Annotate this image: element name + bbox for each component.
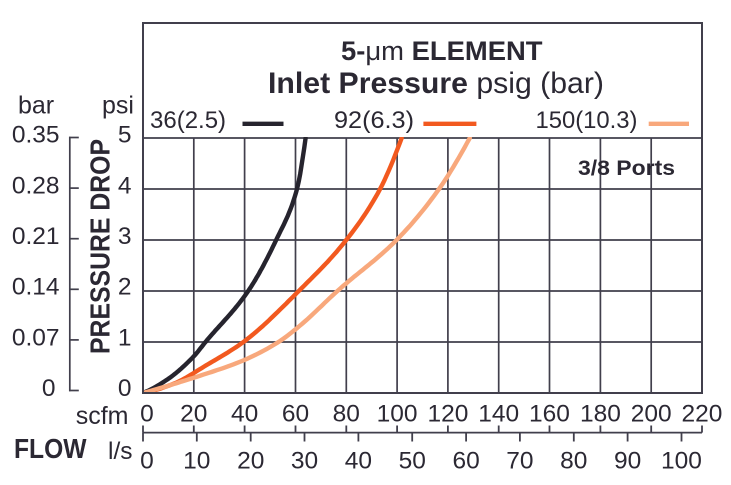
svg-text:80: 80 xyxy=(560,447,587,474)
svg-text:2: 2 xyxy=(118,274,132,301)
svg-text:90: 90 xyxy=(614,447,641,474)
svg-text:Inlet Pressure psig (bar): Inlet Pressure psig (bar) xyxy=(268,67,604,100)
svg-text:psi: psi xyxy=(102,92,134,120)
svg-text:0.21: 0.21 xyxy=(12,223,60,250)
svg-text:100: 100 xyxy=(661,447,702,474)
svg-text:160: 160 xyxy=(529,401,570,428)
svg-text:92(6.3): 92(6.3) xyxy=(334,107,414,134)
svg-text:60: 60 xyxy=(282,401,309,428)
svg-text:1: 1 xyxy=(118,324,132,351)
svg-text:30: 30 xyxy=(291,447,318,474)
svg-text:5-μm ELEMENT: 5-μm ELEMENT xyxy=(341,36,543,66)
svg-text:20: 20 xyxy=(237,447,264,474)
svg-text:0.07: 0.07 xyxy=(12,324,60,351)
svg-text:0: 0 xyxy=(42,375,56,402)
svg-text:100: 100 xyxy=(377,401,418,428)
svg-text:0: 0 xyxy=(118,375,132,402)
svg-text:40: 40 xyxy=(231,401,258,428)
svg-text:40: 40 xyxy=(345,447,372,474)
svg-text:3: 3 xyxy=(118,223,132,250)
svg-text:FLOW: FLOW xyxy=(14,433,87,464)
svg-text:0.28: 0.28 xyxy=(12,172,60,199)
svg-text:150(10.3): 150(10.3) xyxy=(536,107,638,134)
svg-text:120: 120 xyxy=(427,401,468,428)
svg-text:50: 50 xyxy=(399,447,426,474)
svg-text:180: 180 xyxy=(580,401,621,428)
svg-text:200: 200 xyxy=(631,401,672,428)
svg-text:60: 60 xyxy=(452,447,479,474)
svg-text:l/s: l/s xyxy=(108,438,133,465)
svg-text:scfm: scfm xyxy=(76,402,129,430)
svg-text:20: 20 xyxy=(180,401,207,428)
svg-text:80: 80 xyxy=(333,401,360,428)
svg-text:0: 0 xyxy=(140,447,154,474)
svg-text:36(2.5): 36(2.5) xyxy=(150,107,226,134)
svg-text:3/8 Ports: 3/8 Ports xyxy=(578,157,675,180)
svg-text:PRESSURE DROP: PRESSURE DROP xyxy=(85,139,116,354)
svg-text:10: 10 xyxy=(183,447,210,474)
svg-text:5: 5 xyxy=(118,122,132,149)
svg-text:4: 4 xyxy=(118,172,132,199)
svg-text:bar: bar xyxy=(18,92,54,120)
svg-text:70: 70 xyxy=(506,447,533,474)
svg-text:220: 220 xyxy=(682,401,723,428)
svg-text:0.14: 0.14 xyxy=(12,274,60,301)
svg-text:140: 140 xyxy=(478,401,519,428)
svg-text:0.35: 0.35 xyxy=(12,122,60,149)
svg-text:0: 0 xyxy=(140,401,154,428)
